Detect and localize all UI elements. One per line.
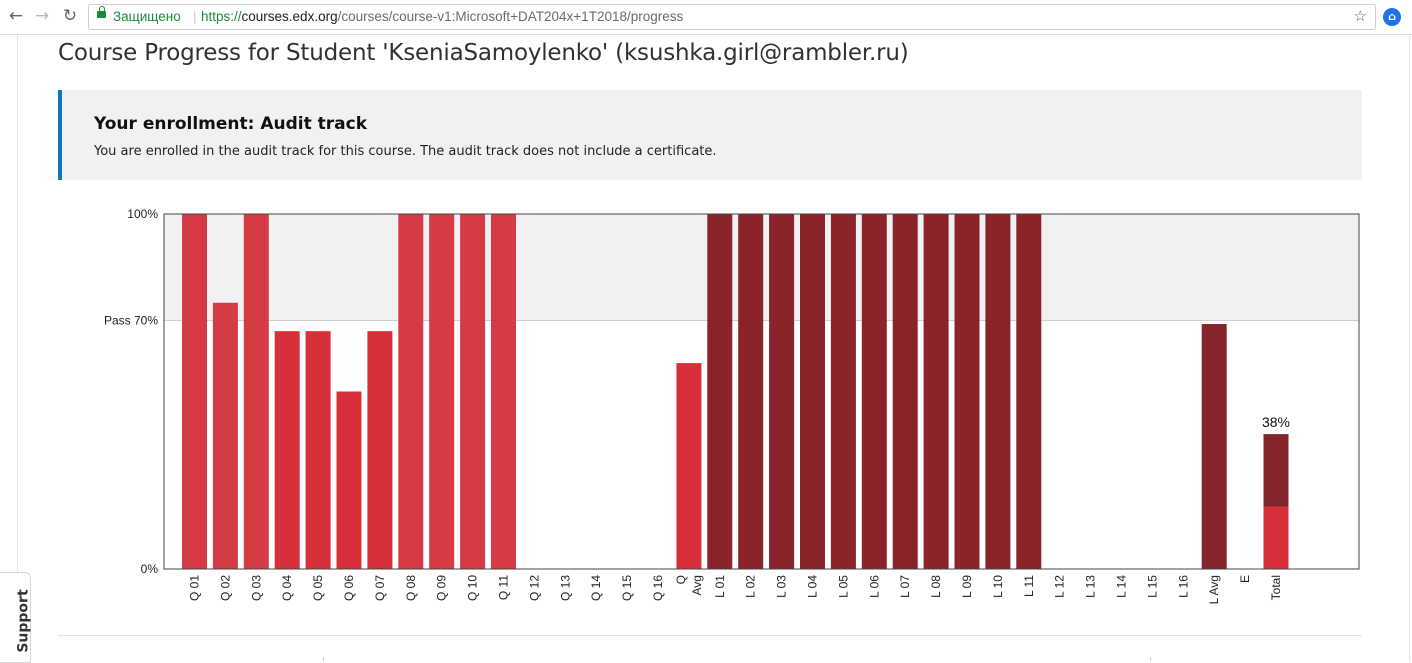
x-tick-label: Q 06	[342, 575, 356, 601]
x-tick-label: Q 04	[280, 575, 294, 601]
x-tick-label: L 12	[1053, 575, 1067, 598]
page-title: Course Progress for Student 'KseniaSamoy…	[58, 40, 909, 66]
x-tick-label: Q 07	[373, 575, 387, 601]
x-tick-label: L 13	[1084, 575, 1098, 598]
x-tick-label: L 11	[1022, 575, 1036, 597]
x-tick-label: Q 05	[311, 575, 325, 601]
secure-label: Защищено	[113, 9, 181, 24]
url-path: /courses/course-v1:Microsoft+DAT204x+1T2…	[337, 9, 684, 24]
bar	[954, 214, 980, 569]
bar	[243, 214, 269, 569]
x-tick-label: Q 09	[435, 575, 449, 601]
x-tick-label: Q 12	[527, 575, 541, 601]
x-tick-label: Q 01	[188, 575, 202, 601]
support-label: Support	[15, 589, 32, 653]
x-tick-label: L 16	[1176, 575, 1190, 598]
page-right-edge	[1409, 35, 1410, 661]
bar	[769, 214, 795, 569]
x-tick-label: L 09	[960, 575, 974, 598]
x-tick-label: L 10	[991, 575, 1005, 598]
bar	[212, 302, 238, 569]
back-arrow-icon[interactable]: ←	[8, 6, 24, 26]
x-tick-label: Q 16	[651, 575, 665, 601]
x-tick-label: L 14	[1115, 575, 1129, 598]
address-separator: |	[193, 9, 197, 24]
extension-icon[interactable]: ⌂	[1383, 8, 1401, 26]
bar	[676, 363, 702, 569]
total-value-label: 38%	[1262, 414, 1290, 430]
bar	[707, 214, 733, 569]
x-tick-label: Q 10	[466, 575, 480, 601]
x-tick-label: L 01	[713, 575, 727, 598]
bar	[892, 214, 918, 569]
x-tick-label: L 04	[806, 575, 820, 598]
x-tick-label: L 02	[744, 575, 758, 598]
x-tick-label: L 08	[929, 575, 943, 598]
y-tick-label: 0%	[141, 562, 159, 576]
footer-tick	[323, 657, 324, 661]
enrollment-title: Your enrollment: Audit track	[94, 114, 368, 134]
enrollment-banner: Your enrollment: Audit track You are enr…	[58, 90, 1362, 180]
reload-icon[interactable]: ↻	[62, 6, 78, 26]
section-divider	[58, 635, 1362, 636]
bar	[182, 214, 207, 569]
bar	[336, 391, 362, 569]
bar	[305, 331, 331, 569]
bar	[274, 331, 300, 569]
bar	[985, 214, 1011, 569]
bar-total-labs	[1263, 434, 1289, 507]
bar	[491, 214, 516, 569]
footer-tick	[1150, 657, 1151, 661]
x-tick-label: Q 08	[404, 575, 418, 601]
x-tick-label: Q 15	[620, 575, 634, 601]
bar	[429, 214, 455, 569]
bar	[830, 214, 856, 569]
y-tick-label: Pass 70%	[104, 314, 158, 328]
browser-toolbar: ← → ↻ Защищено | https://courses.edx.org…	[0, 0, 1412, 35]
bar	[923, 214, 949, 569]
bar	[1201, 324, 1227, 569]
x-tick-label: Avg	[690, 575, 704, 595]
bar	[460, 214, 486, 569]
support-tab[interactable]: Support	[0, 572, 32, 663]
forward-arrow-icon[interactable]: →	[34, 6, 50, 26]
bar	[398, 214, 424, 569]
url-text: https://courses.edx.org/courses/course-v…	[201, 5, 683, 29]
bar	[1016, 214, 1042, 569]
progress-chart: 100% Pass 70% 0% Q 01 Q 02 Q 03 Q 04 Q 05 Q 06 Q …	[104, 207, 1360, 604]
bar	[800, 214, 825, 569]
bookmark-star-icon[interactable]: ☆	[1353, 8, 1367, 25]
address-bar[interactable]: Защищено | https://courses.edx.org/cours…	[88, 4, 1376, 30]
bar	[738, 214, 764, 569]
x-tick-label: L 15	[1145, 575, 1159, 598]
url-host: courses.edx.org	[241, 9, 338, 24]
x-tick-label: Q	[674, 575, 688, 584]
x-tick-label: L 05	[836, 575, 850, 598]
lock-icon	[97, 6, 106, 18]
x-tick-label: Q 14	[589, 575, 603, 601]
x-tick-label: Total	[1269, 575, 1283, 600]
x-tick-label: L Avg	[1207, 575, 1221, 604]
x-tick-label: Q 03	[249, 575, 263, 601]
bar	[367, 331, 393, 569]
page-left-edge	[17, 35, 18, 661]
enrollment-text: You are enrolled in the audit track for …	[94, 144, 717, 159]
x-tick-label: Q 13	[558, 575, 572, 601]
url-scheme: https://	[201, 9, 242, 24]
x-tick-label: Q 02	[218, 575, 232, 601]
plot-frame	[163, 213, 1360, 570]
bar-total-quizzes	[1263, 506, 1289, 569]
x-tick-label: L 06	[867, 575, 881, 598]
x-tick-label: Q 11	[497, 575, 511, 600]
x-tick-label: E	[1238, 575, 1252, 583]
y-tick-label: 100%	[127, 207, 158, 221]
x-tick-label: L 03	[775, 575, 789, 598]
x-tick-label: L 07	[898, 575, 912, 598]
bar	[861, 214, 887, 569]
